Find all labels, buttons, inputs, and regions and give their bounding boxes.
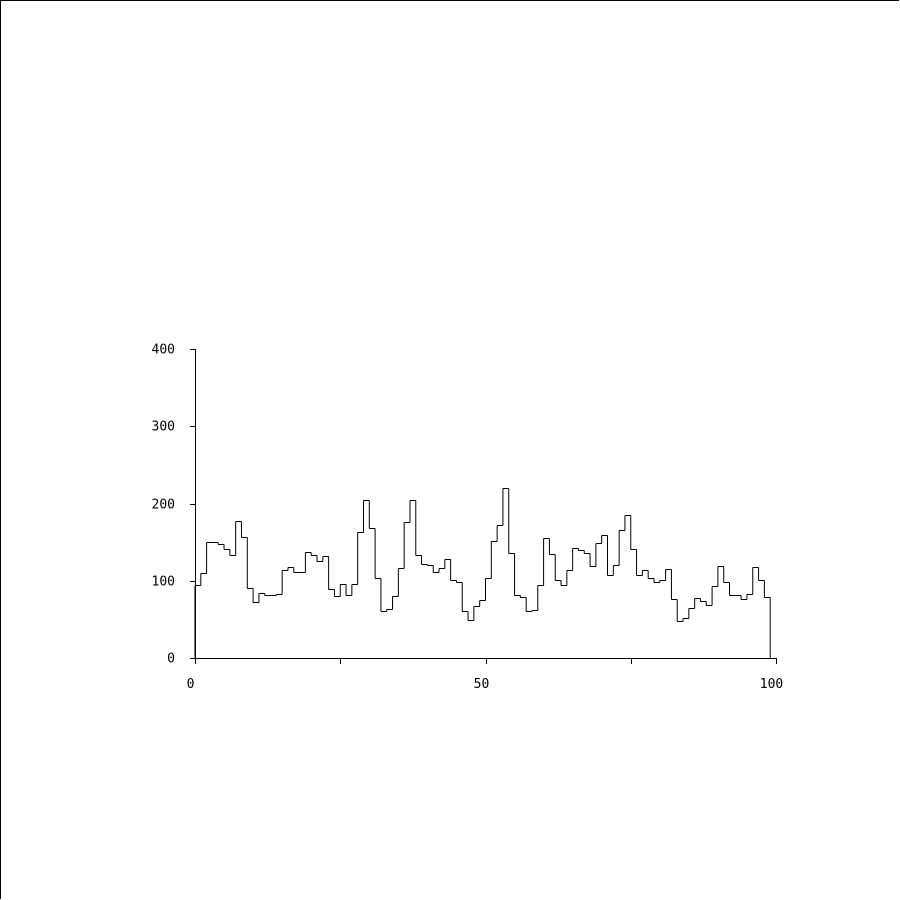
y-tick-label: 100	[152, 575, 175, 590]
tick-labels: 0 100 200 300 400 0 50 100	[152, 343, 784, 693]
x-tick-label: 50	[474, 677, 490, 692]
histogram-series	[194, 488, 776, 659]
x-tick-label: 100	[760, 677, 783, 692]
y-tick-label: 300	[152, 420, 175, 435]
y-tick-label: 0	[167, 652, 175, 667]
x-tick-label: 0	[187, 677, 195, 692]
y-tick-label: 200	[152, 498, 175, 513]
y-tick-label: 400	[152, 343, 175, 358]
